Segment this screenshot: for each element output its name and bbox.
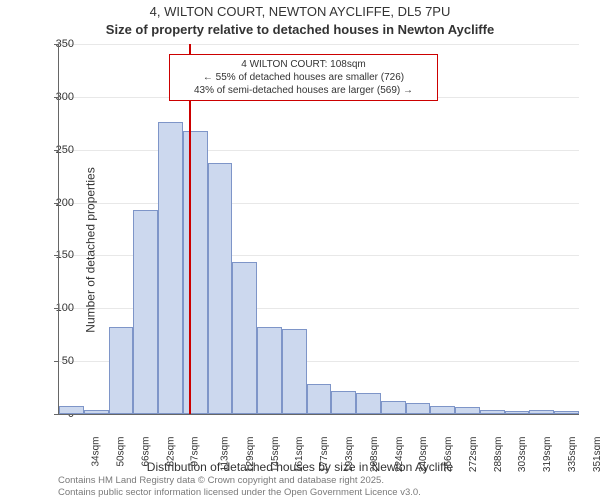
grid-line bbox=[59, 44, 579, 45]
annotation-line: 4 WILTON COURT: 108sqm bbox=[176, 58, 431, 71]
bar bbox=[183, 131, 208, 414]
bar bbox=[158, 122, 183, 414]
footer-line: Contains HM Land Registry data © Crown c… bbox=[58, 475, 421, 486]
bar bbox=[257, 327, 282, 414]
bar bbox=[331, 391, 356, 414]
x-axis-label: Distribution of detached houses by size … bbox=[0, 460, 600, 474]
bar bbox=[406, 403, 431, 414]
chart-subtitle: Size of property relative to detached ho… bbox=[0, 22, 600, 37]
bar bbox=[529, 410, 554, 414]
grid-line bbox=[59, 203, 579, 204]
chart-container: 4, WILTON COURT, NEWTON AYCLIFFE, DL5 7P… bbox=[0, 0, 600, 500]
annotation-line: 43% of semi-detached houses are larger (… bbox=[176, 84, 431, 97]
bar bbox=[480, 410, 505, 414]
bar bbox=[307, 384, 332, 414]
bar bbox=[59, 406, 84, 414]
bar bbox=[554, 411, 579, 414]
grid-line bbox=[59, 150, 579, 151]
bar bbox=[430, 406, 455, 414]
bar bbox=[282, 329, 307, 414]
footer-attribution: Contains HM Land Registry data © Crown c… bbox=[58, 475, 421, 498]
bar bbox=[208, 163, 233, 414]
plot-area: 4 WILTON COURT: 108sqm ← 55% of detached… bbox=[58, 44, 579, 415]
bar bbox=[356, 393, 381, 414]
bar bbox=[232, 262, 257, 414]
bar bbox=[133, 210, 158, 414]
annotation-box: 4 WILTON COURT: 108sqm ← 55% of detached… bbox=[169, 54, 438, 101]
bar bbox=[381, 401, 406, 414]
annotation-line: ← 55% of detached houses are smaller (72… bbox=[176, 71, 431, 84]
bar bbox=[109, 327, 134, 414]
chart-title: 4, WILTON COURT, NEWTON AYCLIFFE, DL5 7P… bbox=[0, 4, 600, 19]
bar bbox=[455, 407, 480, 414]
bar bbox=[505, 411, 530, 414]
footer-line: Contains public sector information licen… bbox=[58, 487, 421, 498]
bar bbox=[84, 410, 109, 414]
